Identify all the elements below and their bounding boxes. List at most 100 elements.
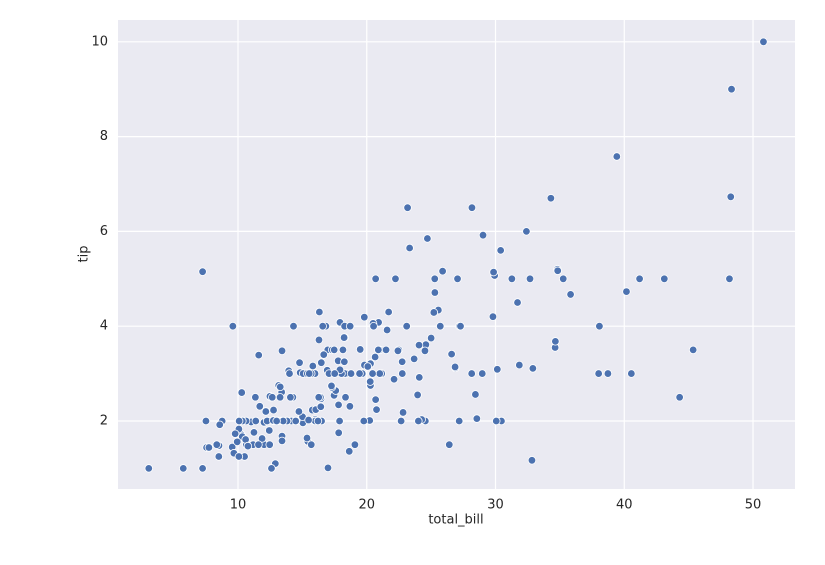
point bbox=[286, 393, 295, 402]
point bbox=[339, 333, 349, 342]
point bbox=[234, 452, 244, 461]
point bbox=[398, 369, 407, 378]
point bbox=[513, 298, 522, 307]
point bbox=[381, 345, 391, 355]
point bbox=[372, 405, 381, 414]
point bbox=[314, 335, 324, 345]
point bbox=[403, 203, 412, 212]
point bbox=[304, 415, 313, 425]
point bbox=[237, 388, 246, 397]
x-tick-label: 30 bbox=[487, 498, 504, 513]
point bbox=[234, 416, 244, 426]
point bbox=[553, 266, 562, 275]
point bbox=[496, 246, 505, 255]
point bbox=[275, 393, 285, 402]
point bbox=[397, 357, 407, 366]
y-tick-label: 2 bbox=[100, 413, 108, 428]
point bbox=[319, 350, 328, 359]
point bbox=[335, 416, 344, 426]
point bbox=[420, 346, 430, 356]
point bbox=[228, 321, 238, 331]
point bbox=[355, 369, 364, 378]
point bbox=[198, 267, 207, 276]
y-tick-label: 8 bbox=[100, 129, 108, 144]
point bbox=[316, 402, 325, 411]
point bbox=[489, 267, 498, 277]
point bbox=[472, 414, 482, 423]
point bbox=[430, 288, 440, 297]
point bbox=[355, 345, 365, 354]
point bbox=[359, 416, 368, 426]
point bbox=[429, 308, 439, 317]
point bbox=[294, 407, 304, 416]
point bbox=[308, 361, 318, 371]
point bbox=[409, 354, 419, 364]
point bbox=[389, 375, 399, 384]
point bbox=[430, 274, 439, 283]
point bbox=[493, 365, 502, 374]
point bbox=[360, 312, 369, 322]
point bbox=[204, 443, 214, 452]
point bbox=[675, 393, 684, 402]
point bbox=[276, 382, 285, 392]
point bbox=[759, 37, 768, 47]
point bbox=[426, 333, 436, 343]
point bbox=[612, 152, 622, 161]
point bbox=[726, 192, 735, 201]
point bbox=[366, 377, 375, 386]
point bbox=[384, 307, 393, 317]
point bbox=[522, 227, 531, 236]
point bbox=[603, 369, 613, 378]
point bbox=[277, 346, 287, 356]
x-tick-label: 20 bbox=[358, 498, 375, 513]
point bbox=[179, 464, 188, 473]
point bbox=[314, 393, 323, 402]
point bbox=[368, 369, 377, 378]
x-axis-label: total_bill bbox=[428, 513, 483, 528]
point bbox=[315, 307, 324, 317]
y-tick-label: 6 bbox=[100, 224, 108, 239]
point bbox=[467, 369, 476, 378]
point bbox=[307, 440, 316, 449]
point bbox=[450, 362, 460, 372]
point bbox=[635, 274, 644, 283]
point bbox=[453, 274, 462, 283]
point bbox=[345, 447, 354, 456]
point bbox=[261, 407, 271, 416]
point bbox=[214, 452, 224, 461]
point bbox=[285, 369, 294, 378]
point bbox=[291, 416, 300, 426]
point bbox=[267, 464, 276, 473]
point bbox=[257, 434, 267, 443]
point bbox=[478, 230, 488, 240]
x-tick-label: 10 bbox=[230, 498, 247, 513]
point bbox=[688, 345, 698, 355]
point bbox=[551, 337, 560, 346]
point bbox=[277, 436, 287, 446]
point bbox=[346, 369, 356, 378]
point bbox=[515, 360, 524, 370]
point bbox=[546, 194, 556, 203]
point bbox=[251, 393, 260, 402]
point bbox=[323, 463, 333, 473]
y-tick-label: 10 bbox=[91, 34, 108, 49]
point bbox=[413, 390, 422, 400]
point bbox=[393, 346, 403, 356]
point bbox=[488, 312, 498, 321]
point bbox=[327, 381, 336, 391]
y-axis-label: tip bbox=[77, 246, 92, 263]
point bbox=[467, 203, 477, 212]
point bbox=[334, 400, 343, 410]
points bbox=[144, 37, 768, 473]
point bbox=[492, 416, 501, 426]
point bbox=[559, 274, 568, 283]
point bbox=[660, 274, 669, 283]
point bbox=[414, 340, 424, 350]
point bbox=[302, 433, 312, 443]
y-tick-label: 4 bbox=[100, 319, 108, 334]
point bbox=[230, 429, 240, 438]
point bbox=[436, 321, 445, 331]
point bbox=[456, 321, 465, 331]
point bbox=[527, 456, 537, 465]
